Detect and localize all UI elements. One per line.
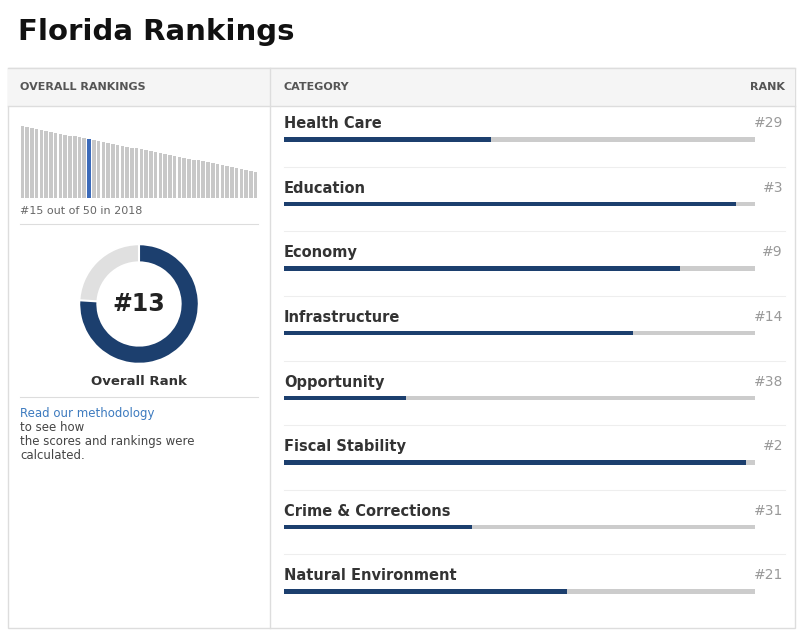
FancyBboxPatch shape	[284, 460, 744, 465]
FancyBboxPatch shape	[284, 331, 632, 335]
FancyBboxPatch shape	[284, 396, 406, 400]
Text: calculated.: calculated.	[20, 449, 85, 462]
Bar	[244, 170, 248, 198]
Bar	[26, 127, 29, 198]
FancyBboxPatch shape	[284, 202, 754, 206]
Text: #3: #3	[762, 181, 782, 195]
FancyBboxPatch shape	[284, 396, 754, 400]
Text: Overall Rank: Overall Rank	[91, 375, 187, 388]
Text: Fiscal Stability: Fiscal Stability	[284, 439, 406, 454]
Bar	[73, 137, 76, 198]
Bar	[101, 142, 105, 198]
Bar	[196, 160, 200, 198]
Text: OVERALL RANKINGS: OVERALL RANKINGS	[20, 82, 145, 92]
Bar	[140, 149, 143, 198]
Bar	[59, 134, 63, 198]
Text: RANK: RANK	[749, 82, 784, 92]
Text: #14: #14	[753, 310, 782, 324]
Bar	[120, 146, 124, 198]
FancyBboxPatch shape	[284, 525, 472, 529]
Bar	[192, 160, 195, 198]
Text: to see how: to see how	[20, 421, 84, 434]
Bar	[211, 163, 214, 198]
Bar	[234, 168, 238, 198]
Text: Read our methodology: Read our methodology	[20, 407, 154, 420]
Bar	[182, 158, 186, 198]
Bar	[44, 131, 48, 198]
Text: Florida Rankings: Florida Rankings	[18, 18, 294, 46]
FancyBboxPatch shape	[284, 137, 491, 142]
FancyBboxPatch shape	[8, 68, 794, 106]
Bar	[125, 147, 129, 198]
Text: #38: #38	[753, 375, 782, 389]
Text: #31: #31	[753, 504, 782, 518]
Bar	[68, 135, 71, 198]
Text: #13: #13	[112, 292, 165, 316]
FancyBboxPatch shape	[284, 266, 678, 271]
Bar	[106, 143, 110, 198]
FancyBboxPatch shape	[284, 590, 754, 594]
Text: CATEGORY: CATEGORY	[284, 82, 349, 92]
FancyBboxPatch shape	[284, 331, 754, 335]
Bar	[144, 150, 148, 198]
Bar	[187, 158, 191, 198]
FancyBboxPatch shape	[284, 525, 754, 529]
Bar	[21, 127, 24, 198]
Text: #15 out of 50 in 2018: #15 out of 50 in 2018	[20, 206, 142, 216]
FancyBboxPatch shape	[284, 460, 754, 465]
Text: #29: #29	[753, 116, 782, 130]
FancyBboxPatch shape	[284, 266, 754, 271]
Bar	[115, 145, 119, 198]
Bar	[83, 138, 86, 198]
Bar	[177, 157, 181, 198]
FancyBboxPatch shape	[284, 202, 735, 206]
FancyBboxPatch shape	[284, 137, 754, 142]
Bar	[96, 141, 100, 198]
Bar	[92, 140, 95, 198]
Bar	[221, 165, 224, 198]
Bar	[154, 152, 157, 198]
Bar	[216, 164, 219, 198]
Bar	[239, 169, 243, 198]
Bar	[168, 155, 172, 198]
Text: #2: #2	[762, 439, 782, 453]
Text: Natural Environment: Natural Environment	[284, 569, 456, 583]
Bar	[63, 135, 67, 198]
Wedge shape	[79, 244, 199, 364]
Text: Infrastructure: Infrastructure	[284, 310, 400, 325]
Bar	[149, 151, 152, 198]
FancyBboxPatch shape	[8, 68, 794, 628]
Bar	[39, 130, 43, 198]
Text: Education: Education	[284, 181, 366, 196]
FancyBboxPatch shape	[284, 590, 566, 594]
Bar	[163, 154, 167, 198]
Text: Health Care: Health Care	[284, 116, 381, 131]
Text: the scores and rankings were: the scores and rankings were	[20, 435, 194, 448]
Wedge shape	[79, 244, 199, 364]
Bar	[54, 133, 58, 198]
Bar	[172, 156, 176, 198]
Text: #21: #21	[753, 569, 782, 583]
Text: Crime & Corrections: Crime & Corrections	[284, 504, 450, 519]
Bar	[159, 153, 162, 198]
Bar	[130, 148, 133, 198]
Text: #9: #9	[761, 245, 782, 259]
Bar	[87, 139, 91, 198]
Bar	[78, 137, 81, 198]
Bar	[34, 129, 38, 198]
Bar	[249, 170, 253, 198]
Text: Opportunity: Opportunity	[284, 375, 384, 389]
Bar	[201, 162, 205, 198]
Text: Economy: Economy	[284, 245, 358, 260]
Bar	[253, 172, 257, 198]
Bar	[30, 128, 34, 198]
Bar	[111, 144, 115, 198]
Bar	[206, 162, 209, 198]
Bar	[225, 166, 229, 198]
Bar	[135, 148, 138, 198]
Bar	[49, 132, 53, 198]
Bar	[229, 167, 233, 198]
